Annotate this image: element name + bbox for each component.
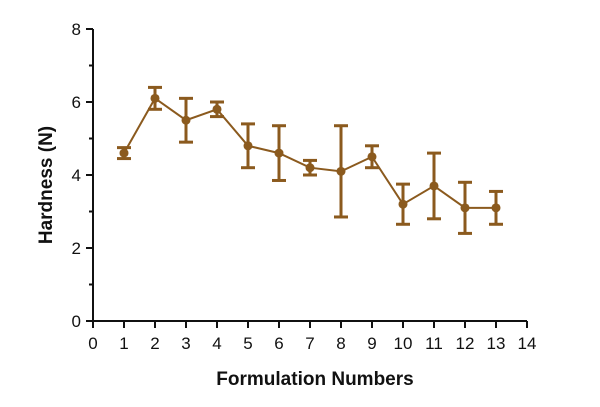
- x-tick-label: 2: [150, 334, 159, 353]
- data-point: [305, 163, 315, 173]
- y-tick-label: 6: [72, 93, 81, 112]
- data-point: [150, 93, 160, 103]
- y-ticks: 0 2 4 6 8: [72, 20, 93, 331]
- y-tick-label: 0: [72, 312, 81, 331]
- x-tick-label: 8: [336, 334, 345, 353]
- x-tick-label: 1: [119, 334, 128, 353]
- data-point: [212, 104, 222, 114]
- y-tick-label: 2: [72, 239, 81, 258]
- x-tick-label: 10: [394, 334, 413, 353]
- data-point: [491, 203, 501, 213]
- x-tick-label: 3: [181, 334, 190, 353]
- data-point: [398, 199, 408, 209]
- x-ticks: 0 1 2 3 4 5 6 7 8 9 10 11 12 13 14: [88, 321, 536, 353]
- y-axis-label: Hardness (N): [36, 126, 57, 244]
- x-tick-label: 13: [487, 334, 506, 353]
- data-point: [274, 148, 284, 158]
- series-group: [117, 85, 503, 235]
- data-point: [119, 148, 129, 158]
- data-point: [367, 152, 377, 162]
- y-tick-label: 8: [72, 20, 81, 39]
- x-axis-label: Formulation Numbers: [216, 369, 413, 390]
- x-tick-label: 11: [425, 334, 443, 353]
- x-tick-label: 0: [88, 334, 97, 353]
- x-tick-label: 7: [305, 334, 314, 353]
- x-tick-label: 6: [274, 334, 283, 353]
- data-point: [336, 166, 346, 176]
- x-tick-label: 4: [212, 334, 221, 353]
- data-point: [181, 115, 191, 125]
- x-tick-label: 14: [518, 334, 537, 353]
- x-tick-label: 12: [456, 334, 475, 353]
- x-tick-label: 5: [243, 334, 252, 353]
- y-tick-label: 4: [72, 166, 81, 185]
- x-tick-label: 9: [367, 334, 376, 353]
- data-point: [243, 141, 253, 151]
- data-point: [460, 203, 470, 213]
- data-point: [429, 181, 439, 191]
